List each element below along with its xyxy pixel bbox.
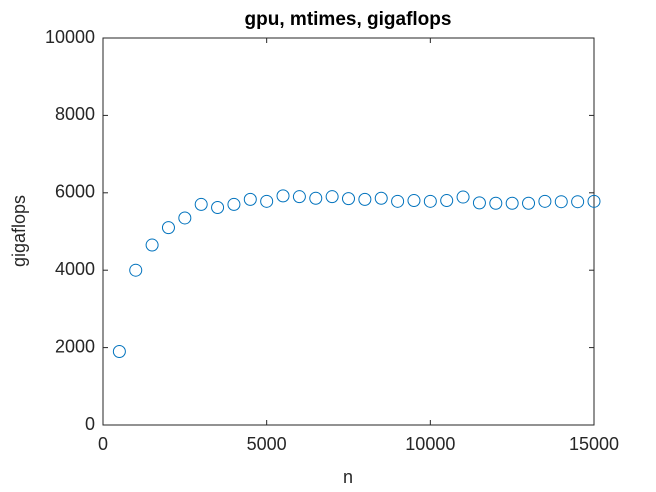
point (342, 192, 355, 206)
y-tick-label: 10000 (45, 27, 95, 47)
y-tick-label: 0 (85, 414, 95, 434)
y-tick-label: 6000 (55, 182, 95, 202)
point (472, 196, 486, 210)
point (178, 211, 192, 225)
point (423, 194, 437, 208)
y-axis-label: gigaflops (9, 195, 29, 267)
point (145, 238, 159, 252)
point (538, 194, 552, 208)
point (129, 263, 143, 277)
point (161, 221, 175, 235)
point (522, 196, 536, 210)
point (571, 195, 585, 209)
axes-box (102, 37, 595, 426)
x-axis-label: n (343, 467, 353, 487)
point (276, 189, 290, 203)
x-tick-label: 10000 (405, 434, 455, 454)
point (440, 194, 454, 208)
point (587, 194, 601, 208)
x-tick-label: 5000 (247, 434, 287, 454)
x-tick-label: 15000 (569, 434, 619, 454)
point (407, 194, 421, 208)
point (489, 196, 503, 210)
point (358, 192, 372, 206)
chart-title: gpu, mtimes, gigaflops (245, 9, 452, 30)
y-tick-label: 8000 (55, 104, 95, 124)
point (211, 201, 225, 215)
point (194, 197, 208, 211)
point (227, 197, 241, 211)
point (243, 192, 257, 206)
point (554, 195, 568, 209)
point (391, 194, 405, 208)
point (292, 190, 306, 204)
point (112, 344, 126, 358)
y-tick-label: 4000 (55, 259, 95, 279)
x-tick-label: 0 (98, 434, 108, 454)
point (325, 190, 339, 204)
point (309, 191, 323, 205)
point (260, 194, 274, 208)
point (456, 190, 470, 204)
point (505, 196, 519, 210)
y-tick-label: 2000 (55, 336, 95, 356)
point (374, 191, 388, 205)
